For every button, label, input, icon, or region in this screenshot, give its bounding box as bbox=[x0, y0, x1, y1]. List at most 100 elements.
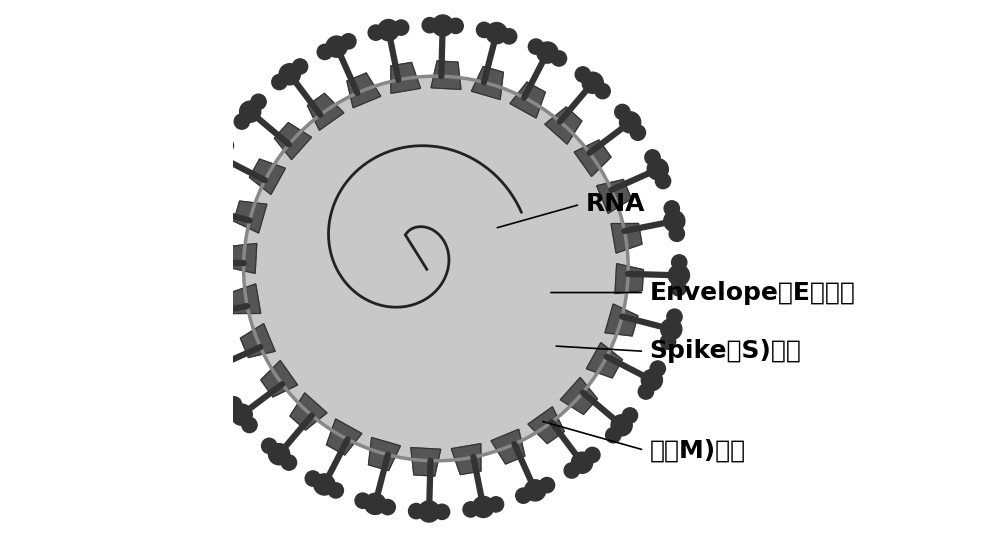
Polygon shape bbox=[510, 82, 545, 118]
Circle shape bbox=[190, 197, 211, 219]
Circle shape bbox=[582, 72, 603, 93]
Circle shape bbox=[226, 397, 242, 412]
Circle shape bbox=[409, 504, 424, 519]
Polygon shape bbox=[249, 159, 285, 194]
Circle shape bbox=[231, 404, 252, 425]
Circle shape bbox=[279, 64, 300, 85]
Polygon shape bbox=[560, 378, 597, 415]
Polygon shape bbox=[234, 201, 267, 233]
Circle shape bbox=[192, 321, 208, 336]
Circle shape bbox=[209, 147, 231, 168]
Polygon shape bbox=[240, 324, 275, 358]
Polygon shape bbox=[597, 179, 631, 213]
Polygon shape bbox=[471, 67, 503, 99]
Circle shape bbox=[380, 499, 395, 515]
Circle shape bbox=[622, 408, 638, 423]
Circle shape bbox=[671, 281, 686, 296]
Circle shape bbox=[501, 28, 517, 44]
Circle shape bbox=[242, 417, 257, 433]
Circle shape bbox=[212, 372, 227, 387]
Circle shape bbox=[201, 349, 216, 364]
Circle shape bbox=[672, 255, 687, 270]
Circle shape bbox=[661, 318, 682, 340]
Polygon shape bbox=[391, 62, 420, 93]
Circle shape bbox=[486, 23, 507, 43]
Polygon shape bbox=[347, 73, 381, 108]
Circle shape bbox=[551, 51, 567, 66]
Circle shape bbox=[516, 488, 531, 503]
Polygon shape bbox=[615, 264, 643, 294]
Circle shape bbox=[667, 309, 682, 324]
Circle shape bbox=[463, 502, 478, 517]
Polygon shape bbox=[230, 284, 261, 314]
Circle shape bbox=[251, 94, 266, 110]
Circle shape bbox=[355, 493, 370, 509]
Circle shape bbox=[434, 504, 450, 519]
Circle shape bbox=[317, 44, 332, 60]
Circle shape bbox=[650, 361, 665, 376]
Circle shape bbox=[645, 150, 660, 165]
Circle shape bbox=[664, 201, 679, 216]
Circle shape bbox=[539, 477, 555, 493]
Circle shape bbox=[611, 415, 632, 436]
Circle shape bbox=[528, 39, 544, 54]
Polygon shape bbox=[586, 343, 622, 378]
Circle shape bbox=[262, 438, 277, 454]
Circle shape bbox=[196, 187, 211, 203]
Text: RNA: RNA bbox=[585, 192, 645, 216]
Circle shape bbox=[575, 67, 590, 82]
Circle shape bbox=[341, 34, 356, 49]
Circle shape bbox=[620, 112, 641, 133]
Circle shape bbox=[641, 369, 662, 390]
Polygon shape bbox=[491, 429, 525, 464]
Polygon shape bbox=[451, 444, 481, 475]
Polygon shape bbox=[611, 223, 642, 253]
Circle shape bbox=[448, 18, 463, 33]
Circle shape bbox=[564, 463, 579, 478]
Polygon shape bbox=[307, 93, 344, 130]
Text: 膜（M)蛋白: 膜（M)蛋白 bbox=[650, 438, 746, 462]
Circle shape bbox=[418, 501, 440, 522]
Circle shape bbox=[571, 452, 593, 473]
Circle shape bbox=[473, 496, 494, 518]
Text: Spike（S)蛋白: Spike（S)蛋白 bbox=[650, 339, 801, 364]
Circle shape bbox=[537, 42, 558, 63]
Circle shape bbox=[314, 474, 335, 495]
Circle shape bbox=[615, 104, 630, 120]
Circle shape bbox=[206, 161, 222, 176]
Circle shape bbox=[326, 36, 347, 57]
Circle shape bbox=[268, 444, 290, 465]
Polygon shape bbox=[274, 122, 311, 159]
Circle shape bbox=[432, 15, 453, 36]
Polygon shape bbox=[228, 243, 257, 273]
Circle shape bbox=[368, 25, 383, 40]
Circle shape bbox=[422, 18, 437, 33]
Circle shape bbox=[668, 265, 689, 286]
Circle shape bbox=[218, 138, 234, 153]
Circle shape bbox=[244, 76, 628, 461]
Circle shape bbox=[669, 226, 684, 242]
Circle shape bbox=[187, 295, 203, 311]
Polygon shape bbox=[574, 140, 611, 177]
Circle shape bbox=[525, 480, 546, 501]
Polygon shape bbox=[605, 304, 638, 336]
Circle shape bbox=[328, 483, 343, 498]
Circle shape bbox=[203, 357, 225, 379]
Circle shape bbox=[272, 75, 287, 90]
Polygon shape bbox=[261, 360, 298, 397]
Circle shape bbox=[660, 334, 676, 350]
Circle shape bbox=[305, 471, 320, 486]
Polygon shape bbox=[545, 107, 582, 144]
Polygon shape bbox=[528, 407, 564, 444]
Circle shape bbox=[638, 384, 654, 399]
Circle shape bbox=[182, 251, 203, 272]
Polygon shape bbox=[290, 393, 327, 430]
Circle shape bbox=[394, 20, 409, 35]
Circle shape bbox=[664, 211, 685, 231]
Circle shape bbox=[292, 59, 308, 74]
Polygon shape bbox=[431, 61, 461, 90]
Circle shape bbox=[585, 447, 600, 462]
Polygon shape bbox=[411, 447, 441, 476]
Circle shape bbox=[630, 125, 646, 140]
Circle shape bbox=[234, 114, 249, 129]
